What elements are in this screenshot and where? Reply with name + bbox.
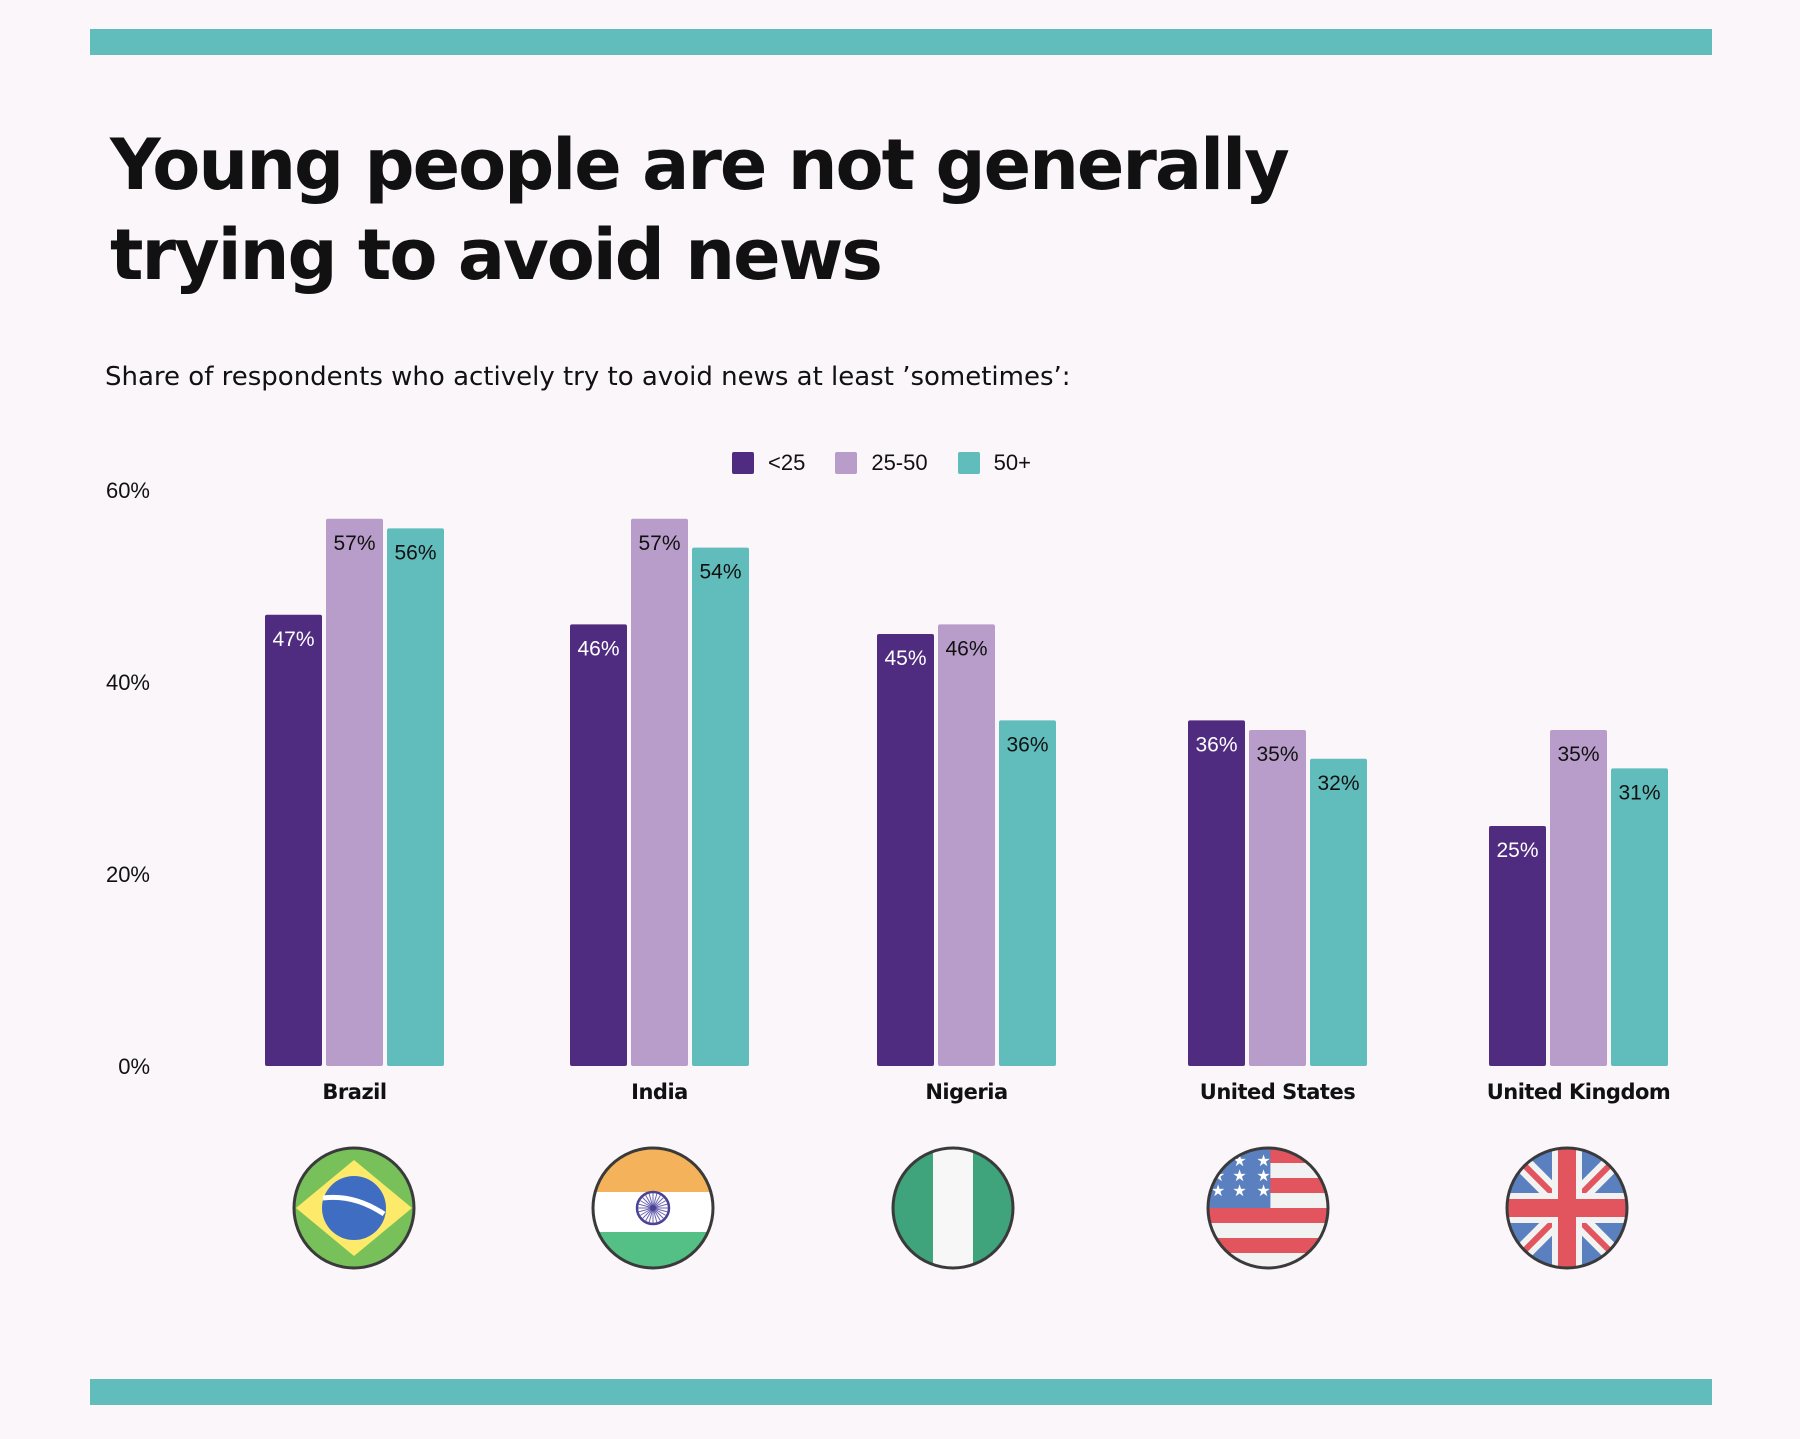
bar-25-nigeria: [877, 634, 934, 1066]
bottom-accent-band: [90, 1379, 1712, 1405]
india-flag-border: [591, 1146, 715, 1270]
x-tick-label: Nigeria: [925, 1080, 1007, 1104]
legend-swatch-25-50: [835, 452, 858, 474]
svg-text:★: ★: [1232, 1166, 1246, 1185]
data-label: 56%: [394, 541, 436, 564]
svg-text:★: ★: [1256, 1181, 1270, 1200]
bar-25-united-kingdom: [1489, 826, 1546, 1066]
y-tick-label: 60%: [106, 478, 150, 503]
svg-text:★: ★: [1232, 1181, 1246, 1200]
page-title: Young people are not generally trying to…: [110, 120, 1310, 300]
svg-text:★: ★: [1211, 1181, 1225, 1200]
legend-label-under25: <25: [768, 450, 806, 475]
nigeria-flag-border: [891, 1146, 1015, 1270]
bar-25-india: [570, 624, 627, 1066]
bar-25-united-states: [1188, 720, 1245, 1066]
x-tick-label: United States: [1200, 1080, 1355, 1104]
legend: <25 25-50 50+: [732, 450, 1061, 476]
legend-label-50plus: 50+: [993, 450, 1031, 475]
data-label: 47%: [272, 628, 314, 651]
bar-25-brazil: [265, 614, 322, 1066]
top-accent-band: [90, 29, 1712, 55]
y-tick-label: 0%: [118, 1054, 150, 1079]
brazil-flag-border: [292, 1146, 416, 1270]
x-tick-label: United Kingdom: [1487, 1080, 1671, 1104]
data-label: 35%: [1256, 743, 1298, 766]
title-line-2: trying to avoid news: [110, 214, 883, 296]
bar-50-brazil: [387, 528, 444, 1066]
legend-item-25-50: 25-50: [835, 450, 928, 476]
data-label: 57%: [638, 532, 680, 555]
bar-2550-united-states: [1249, 730, 1306, 1066]
data-label: 46%: [577, 637, 619, 660]
x-tick-label: Brazil: [322, 1080, 386, 1104]
legend-item-50plus: 50+: [957, 450, 1031, 476]
y-tick-label: 20%: [106, 862, 150, 887]
legend-item-under25: <25: [732, 450, 805, 476]
bar-50-united-kingdom: [1611, 768, 1668, 1066]
bar-2550-india: [631, 518, 688, 1066]
chart-subtitle: Share of respondents who actively try to…: [105, 362, 1071, 392]
data-label: 46%: [945, 637, 987, 660]
bar-2550-nigeria: [938, 624, 995, 1066]
brazil-flag: [294, 1148, 414, 1268]
data-label: 35%: [1557, 743, 1599, 766]
svg-text:★: ★: [1256, 1151, 1270, 1170]
data-label: 36%: [1195, 733, 1237, 756]
uk-flag: [1507, 1148, 1627, 1268]
bar-50-india: [692, 547, 749, 1066]
title-line-1: Young people are not generally: [110, 124, 1290, 206]
uk-flag-border: [1505, 1146, 1629, 1270]
y-tick-label: 40%: [106, 670, 150, 695]
data-label: 32%: [1317, 772, 1359, 795]
legend-label-25-50: 25-50: [871, 450, 928, 475]
bar-50-united-states: [1310, 758, 1367, 1066]
data-label: 25%: [1496, 839, 1538, 862]
data-label: 54%: [699, 561, 741, 584]
x-tick-label: India: [631, 1080, 688, 1104]
usa-flag-border: [1206, 1146, 1330, 1270]
data-label: 45%: [884, 647, 926, 670]
data-label: 57%: [333, 532, 375, 555]
data-label: 36%: [1006, 733, 1048, 756]
bar-2550-united-kingdom: [1550, 730, 1607, 1066]
legend-swatch-under25: [732, 452, 754, 474]
legend-swatch-50plus: [957, 452, 980, 474]
data-label: 31%: [1618, 781, 1660, 804]
svg-text:★: ★: [1256, 1166, 1270, 1185]
bar-2550-brazil: [326, 518, 383, 1066]
bar-50-nigeria: [999, 720, 1056, 1066]
